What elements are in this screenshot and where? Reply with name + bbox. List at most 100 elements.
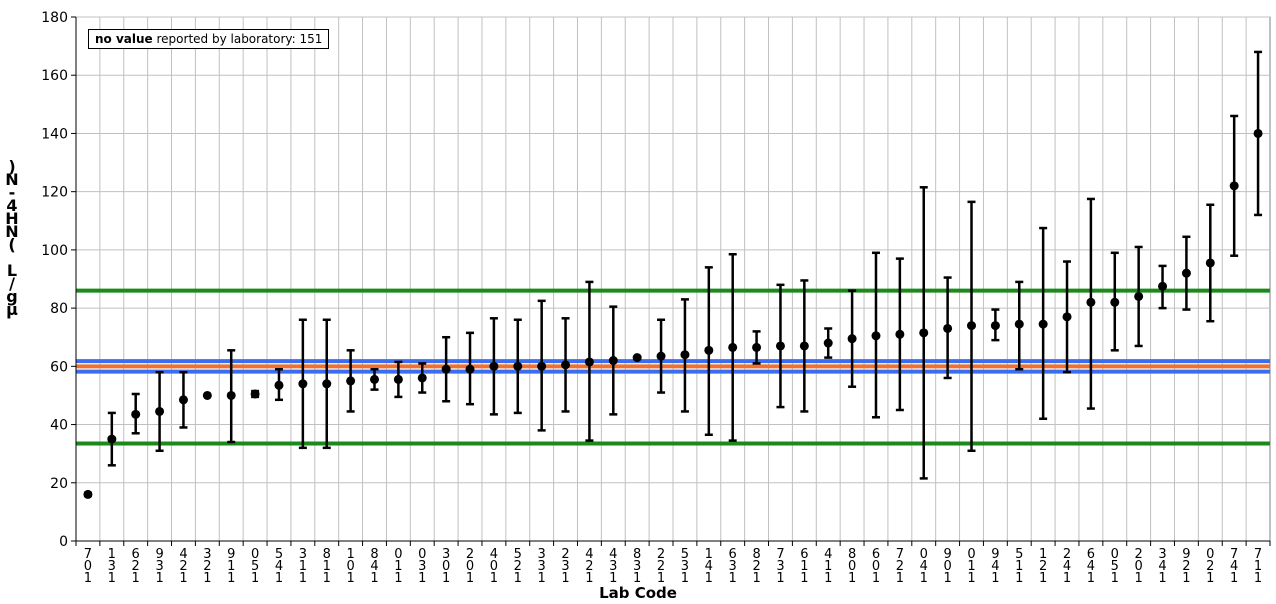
no-value-note-text: reported by laboratory: 151 [152, 32, 323, 46]
data-point [895, 329, 905, 339]
x-tick-label-char: 0 [920, 547, 928, 562]
x-tick-label-char: 7 [1230, 547, 1238, 562]
x-tick-label-char: 8 [752, 547, 760, 562]
x-tick-label-char: 1 [1039, 571, 1047, 586]
x-tick-label-char: 1 [370, 571, 378, 586]
data-point [823, 338, 833, 348]
x-tick-label-char: 1 [346, 547, 354, 562]
x-tick-label-char: 4 [705, 559, 713, 574]
data-point [680, 350, 690, 360]
x-tick-label-char: 2 [179, 559, 187, 574]
x-tick-label-char: 1 [896, 571, 904, 586]
x-tick-label-char: 1 [394, 571, 402, 586]
x-tick-label-char: 2 [1206, 559, 1214, 574]
x-tick-label-char: 1 [1182, 571, 1190, 586]
x-tick-label-char: 1 [466, 571, 474, 586]
data-point [1014, 319, 1024, 329]
y-tick-label: 60 [50, 359, 68, 375]
x-tick-label-char: 3 [561, 559, 569, 574]
y-tick-label: 180 [41, 10, 68, 26]
x-tick-label-char: 3 [538, 547, 546, 562]
x-tick-label-char: 1 [299, 571, 307, 586]
x-tick-label-char: 1 [1230, 571, 1238, 586]
x-tick-label-char: 3 [155, 559, 163, 574]
y-tick-label: 140 [41, 126, 68, 142]
x-tick-label-char: 1 [84, 571, 92, 586]
data-point [465, 364, 475, 374]
y-axis-title-char: 4 [6, 196, 18, 215]
data-point [346, 376, 356, 386]
x-tick-label-char: 8 [848, 547, 856, 562]
data-point [322, 379, 332, 389]
x-tick-label-char: 0 [394, 547, 402, 562]
x-tick-label-char: 1 [800, 559, 808, 574]
x-tick-label-char: 9 [1182, 547, 1190, 562]
data-point [1158, 281, 1168, 291]
x-tick-label-char: 9 [991, 547, 999, 562]
x-tick-label-char: 2 [514, 559, 522, 574]
data-point [871, 331, 881, 341]
y-axis-title-char: H [5, 209, 19, 228]
x-tick-label-char: 4 [824, 547, 832, 562]
x-tick-label-char: 8 [323, 547, 331, 562]
x-tick-label-char: 3 [609, 559, 617, 574]
x-tick-label-char: 0 [848, 559, 856, 574]
x-tick-label-char: 7 [776, 547, 784, 562]
x-tick-label-char: 4 [991, 559, 999, 574]
x-tick-label-char: 2 [657, 559, 665, 574]
x-tick-label-char: 6 [872, 547, 880, 562]
x-tick-label-char: 1 [514, 571, 522, 586]
x-tick-label-char: 1 [394, 559, 402, 574]
data-point [608, 356, 618, 366]
x-tick-label-char: 1 [943, 571, 951, 586]
y-axis-title-char: ) [8, 157, 16, 176]
x-tick-label-char: 1 [346, 571, 354, 586]
x-tick-label-char: 3 [108, 559, 116, 574]
x-tick-label-char: 3 [299, 547, 307, 562]
x-tick-label-char: 1 [872, 571, 880, 586]
data-point [1038, 319, 1048, 329]
x-tick-label-char: 2 [752, 559, 760, 574]
x-axis: 7 0 11 3 16 2 19 3 14 2 13 2 19 1 10 5 15 4 13 1 18 1 11 0 18 4 10… [75, 540, 1271, 586]
x-tick-label-char: 1 [323, 559, 331, 574]
x-tick-label-char: 4 [1230, 559, 1238, 574]
x-tick-label-char: 0 [346, 559, 354, 574]
y-axis-title-char: N [5, 222, 19, 241]
x-tick-label-char: 1 [991, 571, 999, 586]
data-point [202, 390, 212, 400]
x-tick-label-char: 1 [609, 571, 617, 586]
y-axis-title: ) N -4 H N( L / g µ [2, 157, 22, 318]
data-point [1062, 312, 1072, 322]
y-tick-label: 120 [41, 185, 68, 201]
x-tick-label-char: 0 [967, 547, 975, 562]
x-tick-label-char: 4 [1087, 559, 1095, 574]
x-tick-label-char: 4 [490, 547, 498, 562]
x-tick-label-char: 3 [1158, 547, 1166, 562]
x-tick-label-char: 3 [633, 559, 641, 574]
data-point [370, 374, 379, 384]
y-axis-title-char: / [9, 274, 15, 293]
x-tick-label-char: 2 [1063, 547, 1071, 562]
x-tick-label-char: 1 [967, 571, 975, 586]
x-tick-label-char: 1 [299, 559, 307, 574]
x-tick-label-char: 5 [1111, 559, 1119, 574]
data-point [298, 379, 308, 389]
x-tick-label-char: 7 [1254, 547, 1262, 562]
data-point [178, 395, 188, 405]
